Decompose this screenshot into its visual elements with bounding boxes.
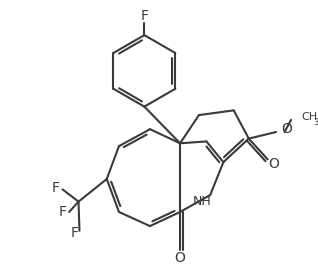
Text: O: O — [269, 157, 280, 171]
Text: F: F — [71, 226, 79, 240]
Text: F: F — [59, 205, 66, 219]
Text: F: F — [52, 180, 60, 195]
Text: NH: NH — [192, 195, 211, 208]
Text: O: O — [175, 251, 185, 265]
Text: O: O — [281, 122, 292, 136]
Text: CH: CH — [301, 112, 318, 122]
Text: F: F — [140, 9, 149, 23]
Text: 3: 3 — [314, 118, 318, 127]
